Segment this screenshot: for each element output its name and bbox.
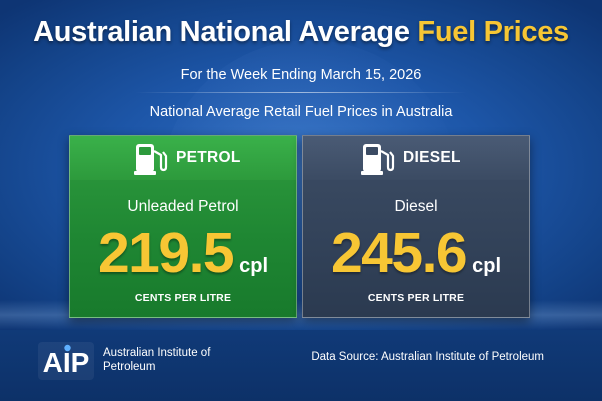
petrol-card-header: PETROL — [70, 136, 296, 180]
page-title: Australian National Average Fuel Prices — [0, 16, 602, 49]
svg-text:AIP: AIP — [43, 347, 90, 378]
diesel-label: DIESEL — [403, 149, 461, 166]
title-accent: Fuel Prices — [417, 16, 569, 48]
diesel-fuel-name: Diesel — [394, 198, 438, 215]
footer: AIP Australian Institute of Petroleum Da… — [0, 330, 602, 401]
petrol-price-row: 219.5 cpl — [70, 220, 296, 286]
diesel-price: 245.6 — [330, 221, 468, 285]
diesel-card-header: DIESEL — [303, 136, 529, 180]
data-source: Data Source: Australian Institute of Pet… — [311, 351, 544, 363]
divider — [135, 92, 467, 93]
diesel-card: DIESEL Diesel 245.6 cpl CENTS PER LITRE — [302, 135, 530, 318]
subtitle: For the Week Ending March 15, 2026 — [180, 67, 422, 83]
fuel-pump-icon — [134, 144, 168, 175]
petrol-card: PETROL Unleaded Petrol 219.5 cpl CENTS PE… — [69, 135, 297, 318]
section-title: National Average Retail Fuel Prices in A… — [149, 104, 453, 120]
title-main: Australian National Average — [33, 16, 410, 48]
petrol-fuel-name: Unleaded Petrol — [127, 198, 239, 215]
diesel-price-row: 245.6 cpl — [303, 220, 529, 286]
aip-logo: AIP — [38, 342, 94, 380]
diesel-unit-label: CENTS PER LITRE — [367, 292, 465, 304]
petrol-unit: cpl — [239, 255, 269, 277]
fuel-pump-icon — [361, 144, 395, 175]
petrol-label: PETROL — [176, 149, 241, 166]
petrol-price: 219.5 — [97, 221, 235, 285]
org-name: Australian Institute of Petroleum — [103, 347, 211, 373]
diesel-unit: cpl — [472, 255, 502, 277]
petrol-unit-label: CENTS PER LITRE — [134, 292, 232, 304]
